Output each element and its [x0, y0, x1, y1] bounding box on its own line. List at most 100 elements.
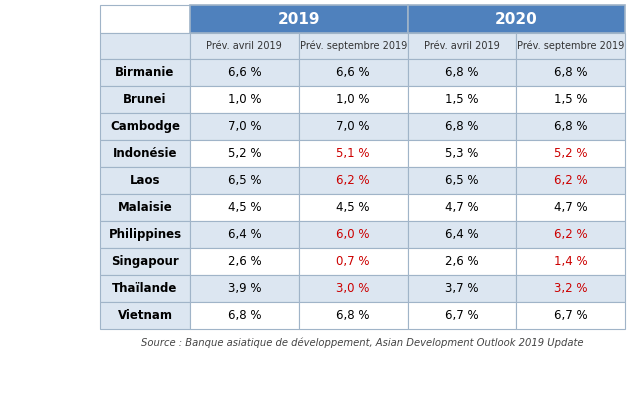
- Text: 6,7 %: 6,7 %: [554, 309, 587, 322]
- Text: Prév. avril 2019: Prév. avril 2019: [206, 41, 282, 51]
- Bar: [190, 302, 299, 329]
- Text: 7,0 %: 7,0 %: [228, 120, 261, 133]
- Bar: [190, 59, 299, 86]
- Bar: [100, 221, 190, 248]
- Bar: [517, 194, 625, 221]
- Bar: [517, 86, 625, 113]
- Text: 6,8 %: 6,8 %: [445, 66, 479, 79]
- Bar: [517, 302, 625, 329]
- Bar: [100, 167, 190, 194]
- Bar: [299, 113, 408, 140]
- Text: 6,6 %: 6,6 %: [227, 66, 261, 79]
- Text: 7,0 %: 7,0 %: [336, 120, 370, 133]
- Bar: [408, 59, 517, 86]
- Bar: [408, 5, 625, 33]
- Text: 6,5 %: 6,5 %: [228, 174, 261, 187]
- Bar: [299, 59, 408, 86]
- Text: 6,0 %: 6,0 %: [336, 228, 370, 241]
- Text: 4,5 %: 4,5 %: [228, 201, 261, 214]
- Bar: [408, 113, 517, 140]
- Bar: [408, 140, 517, 167]
- Text: Thaïlande: Thaïlande: [112, 282, 178, 295]
- Text: 1,0 %: 1,0 %: [336, 93, 370, 106]
- Text: 6,4 %: 6,4 %: [227, 228, 261, 241]
- Bar: [100, 5, 190, 33]
- Text: Indonésie: Indonésie: [113, 147, 177, 160]
- Text: Philippines: Philippines: [108, 228, 182, 241]
- Bar: [100, 140, 190, 167]
- Bar: [100, 113, 190, 140]
- Bar: [190, 5, 408, 33]
- Bar: [190, 140, 299, 167]
- Bar: [517, 33, 625, 59]
- Bar: [299, 33, 408, 59]
- Text: 1,0 %: 1,0 %: [228, 93, 261, 106]
- Text: 6,6 %: 6,6 %: [336, 66, 370, 79]
- Bar: [100, 302, 190, 329]
- Text: 6,5 %: 6,5 %: [445, 174, 479, 187]
- Bar: [190, 248, 299, 275]
- Text: 6,8 %: 6,8 %: [554, 66, 587, 79]
- Bar: [517, 113, 625, 140]
- Text: 6,4 %: 6,4 %: [445, 228, 479, 241]
- Text: 6,2 %: 6,2 %: [554, 228, 587, 241]
- Text: 3,0 %: 3,0 %: [336, 282, 370, 295]
- Text: 4,7 %: 4,7 %: [554, 201, 587, 214]
- Text: 6,8 %: 6,8 %: [228, 309, 261, 322]
- Text: 2020: 2020: [495, 12, 537, 26]
- Text: Prév. septembre 2019: Prév. septembre 2019: [517, 41, 624, 51]
- Bar: [408, 194, 517, 221]
- Text: 2,6 %: 2,6 %: [227, 255, 261, 268]
- Text: 0,7 %: 0,7 %: [336, 255, 370, 268]
- Text: 6,7 %: 6,7 %: [445, 309, 479, 322]
- Bar: [190, 275, 299, 302]
- Bar: [190, 194, 299, 221]
- Bar: [299, 221, 408, 248]
- Bar: [408, 302, 517, 329]
- Bar: [408, 33, 517, 59]
- Bar: [299, 194, 408, 221]
- Bar: [190, 221, 299, 248]
- Text: Source : Banque asiatique de développement, Asian Development Outlook 2019 Updat: Source : Banque asiatique de développeme…: [141, 337, 584, 348]
- Text: 5,3 %: 5,3 %: [445, 147, 479, 160]
- Bar: [408, 167, 517, 194]
- Text: 1,4 %: 1,4 %: [554, 255, 587, 268]
- Bar: [100, 33, 190, 59]
- Bar: [408, 86, 517, 113]
- Text: Prév. septembre 2019: Prév. septembre 2019: [299, 41, 407, 51]
- Bar: [100, 86, 190, 113]
- Bar: [408, 221, 517, 248]
- Bar: [517, 221, 625, 248]
- Text: 6,2 %: 6,2 %: [336, 174, 370, 187]
- Text: Laos: Laos: [130, 174, 160, 187]
- Text: 4,7 %: 4,7 %: [445, 201, 479, 214]
- Bar: [517, 140, 625, 167]
- Text: 5,2 %: 5,2 %: [554, 147, 587, 160]
- Text: 6,2 %: 6,2 %: [554, 174, 587, 187]
- Bar: [100, 194, 190, 221]
- Bar: [517, 167, 625, 194]
- Text: 1,5 %: 1,5 %: [445, 93, 479, 106]
- Text: 1,5 %: 1,5 %: [554, 93, 587, 106]
- Bar: [299, 167, 408, 194]
- Text: Brunei: Brunei: [123, 93, 166, 106]
- Text: Birmanie: Birmanie: [115, 66, 175, 79]
- Text: 6,8 %: 6,8 %: [336, 309, 370, 322]
- Text: Singapour: Singapour: [111, 255, 179, 268]
- Bar: [299, 275, 408, 302]
- Bar: [100, 59, 190, 86]
- Bar: [100, 248, 190, 275]
- Text: 4,5 %: 4,5 %: [336, 201, 370, 214]
- Text: 6,8 %: 6,8 %: [554, 120, 587, 133]
- Bar: [299, 248, 408, 275]
- Text: Cambodge: Cambodge: [110, 120, 180, 133]
- Text: Prév. avril 2019: Prév. avril 2019: [424, 41, 499, 51]
- Text: Malaisie: Malaisie: [118, 201, 172, 214]
- Text: 5,2 %: 5,2 %: [228, 147, 261, 160]
- Text: 2,6 %: 2,6 %: [445, 255, 479, 268]
- Text: 2019: 2019: [277, 12, 320, 26]
- Bar: [190, 33, 299, 59]
- Text: 3,9 %: 3,9 %: [228, 282, 261, 295]
- Bar: [517, 59, 625, 86]
- Bar: [100, 275, 190, 302]
